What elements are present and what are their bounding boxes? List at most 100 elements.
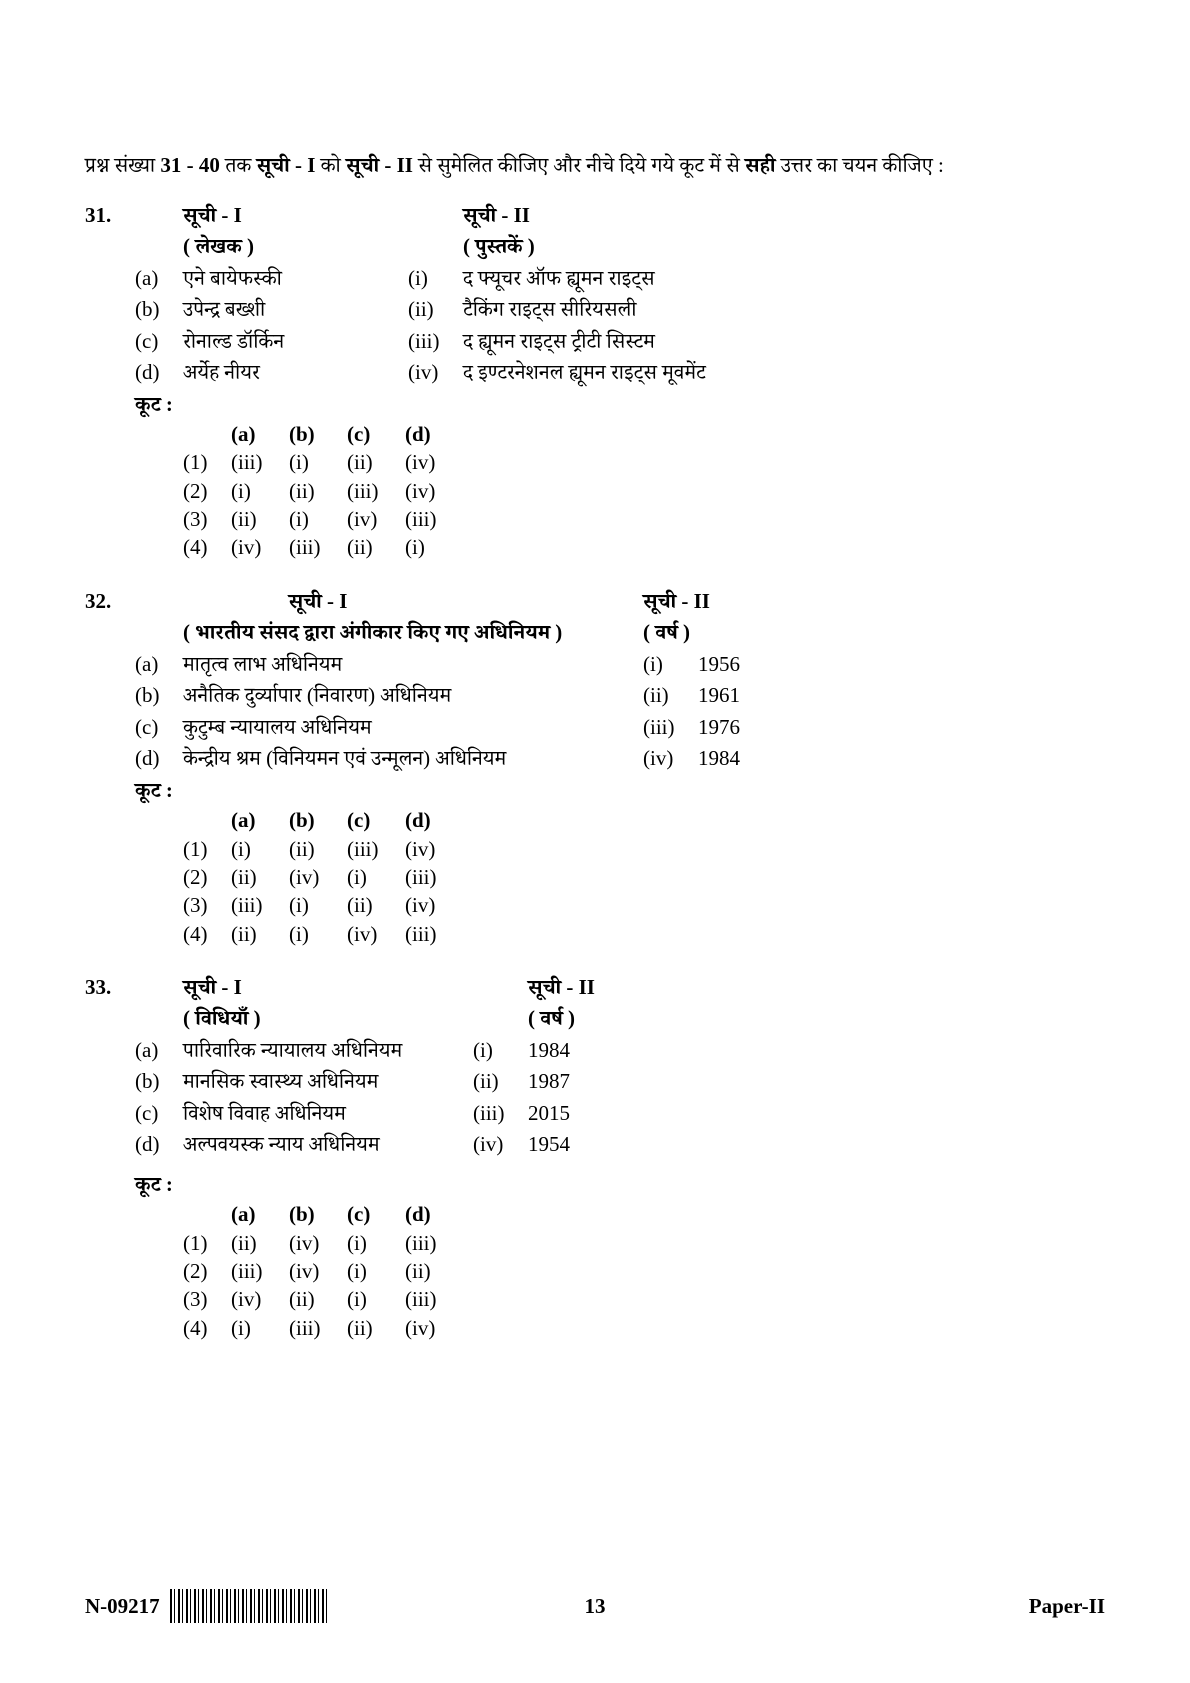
option-cell: (ii): [347, 1314, 405, 1342]
list1-item: अल्पवयस्क न्याय अधिनियम: [183, 1129, 473, 1161]
list1-header: सूची - I: [183, 972, 473, 1004]
option-cell: (iii): [231, 448, 289, 476]
option-num: (4): [183, 533, 231, 561]
option-cell: (i): [289, 891, 347, 919]
option-cell: (ii): [289, 835, 347, 863]
list2-item: 1987: [528, 1066, 570, 1098]
list1-subheader: ( विधियाँ ): [183, 1003, 473, 1035]
option-cell: (iii): [405, 1285, 463, 1313]
list1-subheader: ( लेखक ): [183, 231, 408, 263]
option-cell: (ii): [231, 920, 289, 948]
list2-item: द फ्यूचर ऑफ ह्यूमन राइट्स: [463, 263, 655, 295]
list2-subheader: ( वर्ष ): [643, 617, 690, 649]
option-cell: (i): [289, 505, 347, 533]
question-number: 33.: [85, 972, 135, 1004]
list2-item: 1956: [698, 649, 740, 681]
option-num: (4): [183, 920, 231, 948]
list2-num: (ii): [643, 680, 698, 712]
instruction-text: प्रश्न संख्या 31 - 40 तक सूची - I को सूच…: [85, 150, 1105, 182]
list2-item: 1954: [528, 1129, 570, 1161]
option-cell: (ii): [405, 1257, 463, 1285]
list2-subheader: ( पुस्तकें ): [463, 231, 535, 263]
code-hdr: (a): [231, 1200, 289, 1228]
list2-item: टैकिंग राइट्स सीरियसली: [463, 294, 636, 326]
option-cell: (iv): [289, 1229, 347, 1257]
intro-t5: उत्तर का चयन कीजिए :: [776, 153, 944, 177]
intro-t4: से सुमेलित कीजिए और नीचे दिये गये कूट मे…: [413, 153, 745, 177]
intro-s1: सूची - I: [257, 153, 316, 177]
option-cell: (i): [405, 533, 463, 561]
intro-s2: सूची - II: [346, 153, 413, 177]
barcode-icon: [170, 1589, 330, 1623]
code-hdr: (b): [289, 420, 347, 448]
option-cell: (iv): [289, 863, 347, 891]
option-cell: (i): [231, 1314, 289, 1342]
question-32: 32. सूची - I सूची - II ( भारतीय संसद द्व…: [85, 586, 1105, 948]
option-cell: (iii): [231, 1257, 289, 1285]
list2-item: द इण्टरनेशनल ह्यूमन राइट्स मूवमेंट: [463, 357, 706, 389]
match-key: (a): [135, 263, 183, 295]
option-cell: (iii): [405, 1229, 463, 1257]
option-cell: (iii): [405, 863, 463, 891]
code-table: (a) (b) (c) (d) (1)(iii)(i)(ii)(iv)(2)(i…: [183, 420, 1105, 562]
list1-item: रोनाल्ड डॉर्किन: [183, 326, 408, 358]
code-label: कूट :: [135, 1169, 173, 1201]
list2-item: 2015: [528, 1098, 570, 1130]
option-cell: (ii): [231, 505, 289, 533]
option-num: (2): [183, 477, 231, 505]
code-hdr: (d): [405, 1200, 463, 1228]
question-number: 32.: [85, 586, 135, 618]
option-cell: (iv): [405, 835, 463, 863]
option-cell: (ii): [289, 477, 347, 505]
option-cell: (iv): [347, 505, 405, 533]
option-cell: (iv): [405, 1314, 463, 1342]
code-label: कूट :: [135, 775, 173, 807]
code-hdr: (d): [405, 420, 463, 448]
option-num: (3): [183, 505, 231, 533]
list2-item: द ह्यूमन राइट्स ट्रीटी सिस्टम: [463, 326, 655, 358]
list2-item: 1984: [528, 1035, 570, 1067]
list1-item: मानसिक स्वास्थ्य अधिनियम: [183, 1066, 473, 1098]
code-hdr: (b): [289, 1200, 347, 1228]
list2-num: (i): [408, 263, 463, 295]
option-cell: (iii): [347, 477, 405, 505]
option-cell: (iii): [347, 835, 405, 863]
code-hdr: (d): [405, 806, 463, 834]
list1-item: केन्द्रीय श्रम (विनियमन एवं उन्मूलन) अधि…: [183, 743, 643, 775]
code-hdr: (a): [231, 420, 289, 448]
paper-label: Paper-II: [1029, 1594, 1105, 1619]
question-33: 33. सूची - I सूची - II ( विधियाँ ) ( वर्…: [85, 972, 1105, 1342]
option-cell: (iii): [231, 891, 289, 919]
option-cell: (iii): [405, 920, 463, 948]
option-cell: (ii): [231, 1229, 289, 1257]
list2-num: (iv): [473, 1129, 528, 1161]
page-footer: N-09217 13 Paper-II: [85, 1589, 1105, 1623]
list2-header: सूची - II: [528, 972, 595, 1004]
list2-num: (iii): [408, 326, 463, 358]
question-number: 31.: [85, 200, 135, 232]
option-cell: (i): [347, 863, 405, 891]
paper-code: N-09217: [85, 1594, 160, 1619]
option-cell: (ii): [347, 448, 405, 476]
option-cell: (i): [289, 448, 347, 476]
list1-item: विशेष विवाह अधिनियम: [183, 1098, 473, 1130]
option-cell: (i): [347, 1285, 405, 1313]
code-hdr: (c): [347, 806, 405, 834]
option-num: (3): [183, 1285, 231, 1313]
match-key: (a): [135, 649, 183, 681]
intro-t1: प्रश्न संख्या: [85, 153, 160, 177]
match-key: (c): [135, 712, 183, 744]
option-cell: (iv): [405, 448, 463, 476]
option-cell: (ii): [289, 1285, 347, 1313]
intro-t2: तक: [220, 153, 257, 177]
match-key: (c): [135, 326, 183, 358]
code-label: कूट :: [135, 389, 173, 421]
option-cell: (iv): [231, 1285, 289, 1313]
list2-header: सूची - II: [463, 200, 530, 232]
match-key: (b): [135, 1066, 183, 1098]
option-num: (4): [183, 1314, 231, 1342]
code-table: (a) (b) (c) (d) (1)(ii)(iv)(i)(iii)(2)(i…: [183, 1200, 1105, 1342]
match-key: (d): [135, 1129, 183, 1161]
intro-t3: को: [315, 153, 346, 177]
list2-subheader: ( वर्ष ): [528, 1003, 575, 1035]
